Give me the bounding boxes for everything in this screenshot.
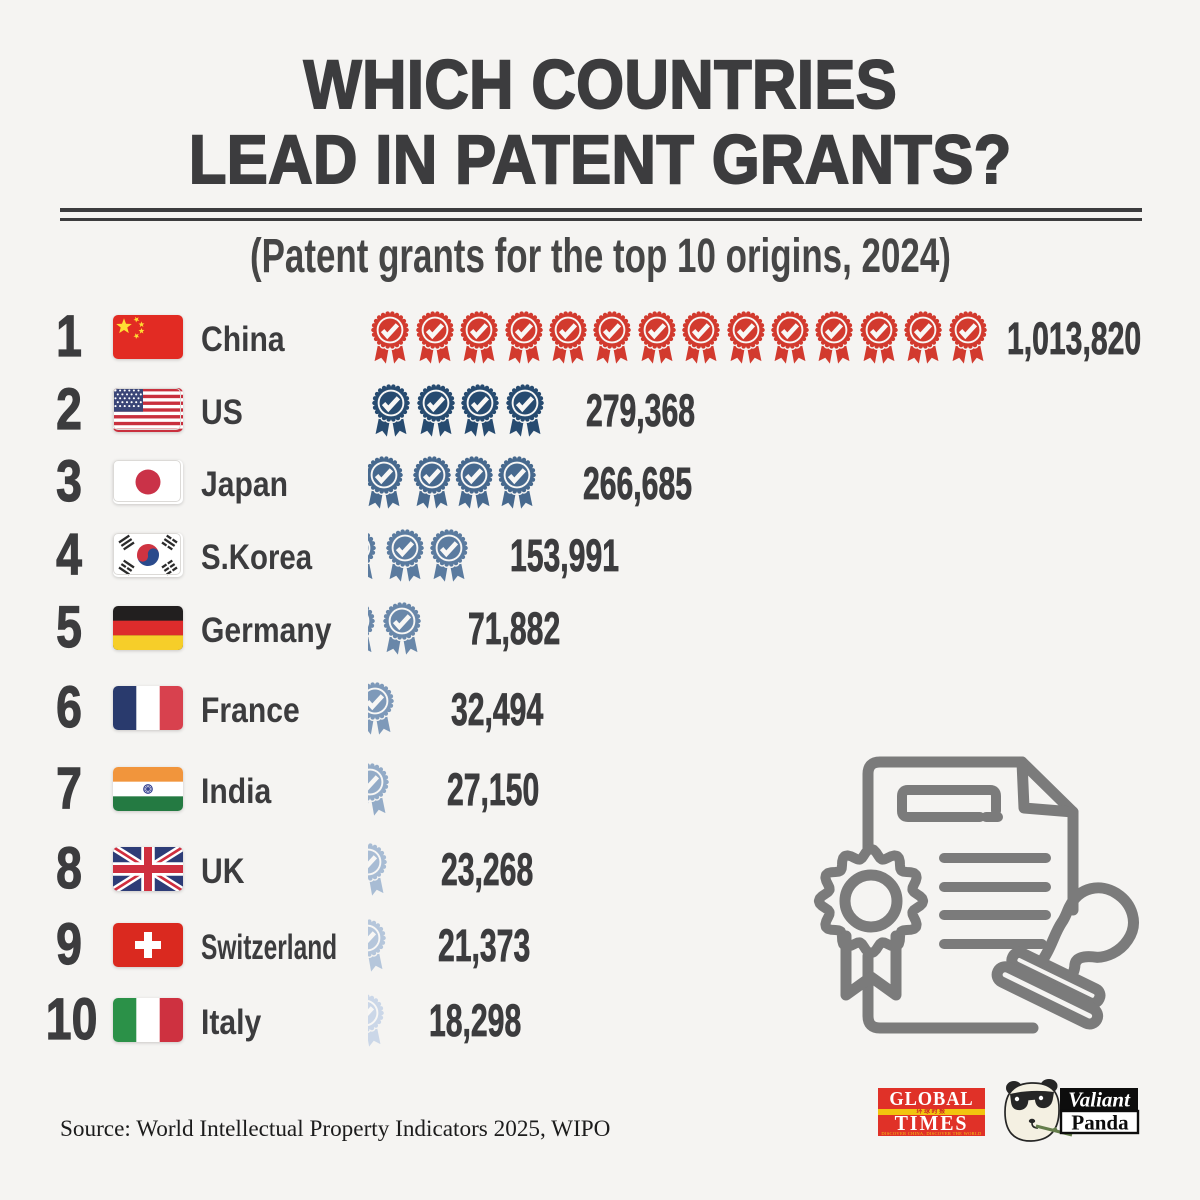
svg-text:Valiant: Valiant [1068, 1088, 1131, 1112]
svg-text:Panda: Panda [1071, 1111, 1129, 1135]
